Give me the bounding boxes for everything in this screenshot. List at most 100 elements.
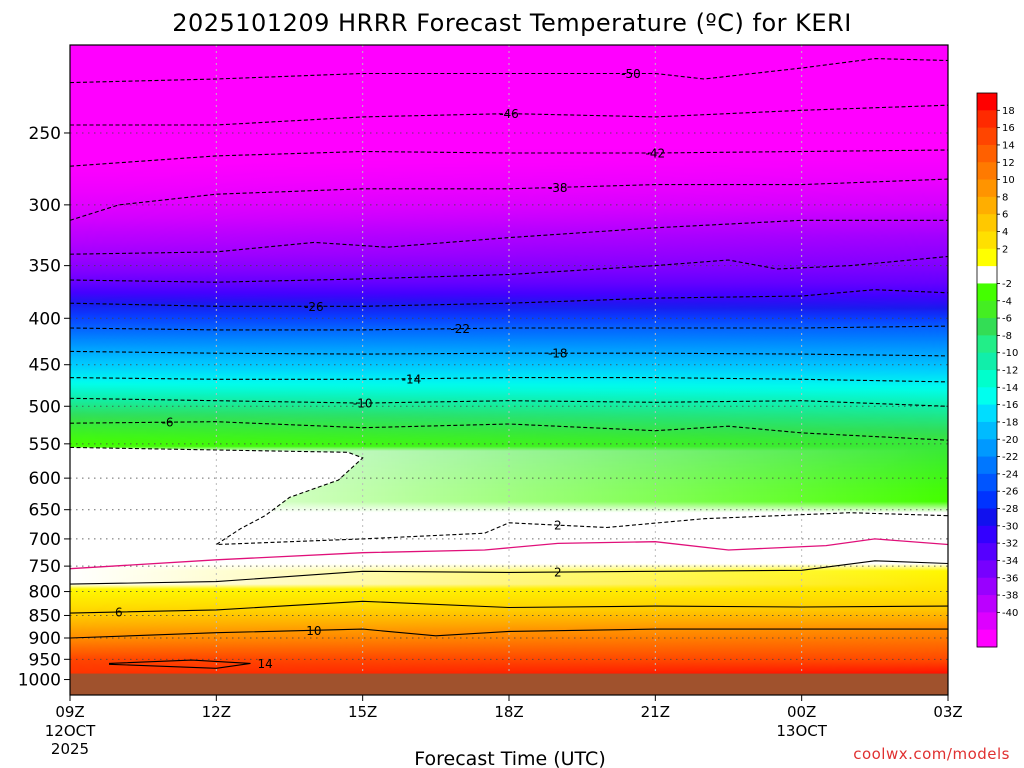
x-tick-label: 21Z bbox=[641, 703, 670, 721]
y-tick-label: 400 bbox=[29, 309, 61, 329]
y-tick-label: 750 bbox=[29, 557, 61, 577]
colorbar-label: 10 bbox=[1002, 175, 1015, 186]
colorbar-label: 6 bbox=[1002, 210, 1008, 221]
colorbar-swatch bbox=[977, 421, 997, 440]
credit-text: coolwx.com/models bbox=[853, 745, 1010, 763]
contour-label: -50 bbox=[621, 67, 641, 81]
y-tick-label: 500 bbox=[29, 397, 61, 417]
colorbar-swatch bbox=[977, 612, 997, 631]
colorbar-label: -40 bbox=[1002, 608, 1018, 619]
x-tick-date-label: 12OCT bbox=[45, 722, 96, 740]
contour-line bbox=[70, 397, 948, 407]
colorbar-label: -38 bbox=[1002, 591, 1018, 602]
colorbar-swatch bbox=[977, 387, 997, 406]
contour-label: -10 bbox=[353, 397, 373, 411]
colorbar-swatch bbox=[977, 473, 997, 492]
y-axis: 250 300 350 400 450 500 550 600 650 700 750 800 850 9… bbox=[18, 124, 70, 691]
colorbar-swatch bbox=[977, 370, 997, 388]
contour-label: 10 bbox=[306, 624, 321, 638]
contour-line bbox=[70, 421, 948, 441]
colorbar-swatch bbox=[977, 93, 997, 111]
colorbar-label: -22 bbox=[1002, 452, 1018, 463]
above-freezing-white-zone bbox=[70, 447, 948, 569]
white-zone-shape bbox=[70, 447, 948, 569]
colorbar-swatch bbox=[977, 508, 997, 527]
x-tick-label: 12Z bbox=[202, 703, 231, 721]
contour-label: 2 bbox=[554, 566, 562, 580]
colorbar-label: 14 bbox=[1002, 140, 1015, 151]
colorbar-swatch bbox=[977, 162, 997, 181]
contour-line bbox=[70, 377, 948, 383]
contour-line bbox=[70, 178, 948, 221]
plot-area: -50 -46 -42 -38 -26 -22 -18 -14 -10 -6 2 6 10 14 2 bbox=[70, 45, 948, 695]
colorbar-label: -20 bbox=[1002, 435, 1018, 446]
colorbar-label: -30 bbox=[1002, 521, 1018, 532]
colorbar-label: 12 bbox=[1002, 158, 1015, 169]
contour-line bbox=[70, 255, 948, 283]
contour-line bbox=[70, 446, 948, 546]
contour-line bbox=[70, 219, 948, 255]
colorbar-swatch bbox=[977, 456, 997, 475]
colorbar-swatch bbox=[977, 543, 997, 561]
colorbar-label: -32 bbox=[1002, 539, 1018, 550]
contour-label: 14 bbox=[257, 657, 272, 671]
colorbar-swatch bbox=[977, 404, 997, 423]
colorbar-swatch bbox=[977, 439, 997, 458]
contour-label: -6 bbox=[162, 416, 174, 430]
contour-lines: -50 -46 -42 -38 -26 -22 -18 -14 -10 -6 2 6 10 14 2 bbox=[70, 58, 948, 671]
colorbar-label: -14 bbox=[1002, 383, 1018, 394]
contour-label: 2 bbox=[554, 519, 562, 533]
y-tick-label: 350 bbox=[29, 257, 61, 277]
x-tick-label: 09Z bbox=[55, 703, 84, 721]
contour-line bbox=[70, 538, 948, 570]
y-tick-label: 900 bbox=[29, 629, 61, 649]
y-tick-label: 850 bbox=[29, 606, 61, 626]
colorbar-label: -16 bbox=[1002, 400, 1018, 411]
colorbar-label: -8 bbox=[1002, 331, 1012, 342]
colorbar-swatch bbox=[977, 525, 997, 544]
x-tick-label: 03Z bbox=[933, 703, 962, 721]
colorbar-swatch bbox=[977, 214, 997, 232]
contour-line bbox=[70, 560, 948, 585]
grid-lines bbox=[70, 45, 948, 695]
colorbar-swatch bbox=[977, 231, 997, 250]
contour-label: -26 bbox=[304, 300, 324, 314]
ground-below-surface bbox=[70, 673, 948, 695]
colorbar: 18 16 14 12 10 8 6 4 2 -2 -4 -6 -8 -10 -12 -14 -16 -18 -20… bbox=[976, 92, 1018, 648]
colorbar-label: -26 bbox=[1002, 487, 1018, 498]
colorbar-swatch bbox=[977, 352, 997, 371]
colorbar-swatch bbox=[977, 144, 997, 163]
colorbar-label: 4 bbox=[1002, 227, 1008, 238]
y-tick-label: 700 bbox=[29, 530, 61, 550]
colorbar-swatch bbox=[977, 577, 997, 596]
colorbar-label: -18 bbox=[1002, 417, 1018, 428]
y-tick-label: 250 bbox=[29, 124, 61, 144]
contour-label: -22 bbox=[450, 322, 470, 336]
colorbar-label: -6 bbox=[1002, 314, 1012, 325]
y-tick-label: 1000 bbox=[18, 671, 61, 691]
colorbar-swatch bbox=[977, 335, 997, 354]
colorbar-swatch bbox=[977, 300, 997, 319]
colorbar-label: 2 bbox=[1002, 244, 1008, 255]
x-tick-label: 18Z bbox=[494, 703, 523, 721]
colorbar-swatch bbox=[977, 595, 997, 613]
contour-label: -18 bbox=[548, 347, 568, 361]
y-tick-label: 800 bbox=[29, 583, 61, 603]
contour-line bbox=[108, 659, 251, 669]
y-tick-label: 450 bbox=[29, 356, 61, 376]
contour-label: -42 bbox=[646, 146, 666, 160]
x-axis-label: Forecast Time (UTC) bbox=[414, 748, 605, 768]
contour-label: -46 bbox=[499, 107, 519, 121]
colorbar-swatch bbox=[977, 266, 997, 284]
colorbar-label: 18 bbox=[1002, 106, 1015, 117]
colorbar-swatch bbox=[977, 127, 997, 146]
colorbar-swatch bbox=[977, 248, 997, 267]
contour-label: -38 bbox=[548, 181, 568, 195]
colorbar-label: 16 bbox=[1002, 123, 1015, 134]
x-tick-date-label: 13OCT bbox=[776, 722, 827, 740]
colorbar-swatch bbox=[977, 283, 997, 302]
colorbar-swatch bbox=[977, 491, 997, 509]
colorbar-label: -2 bbox=[1002, 279, 1012, 290]
contour-line bbox=[70, 289, 948, 307]
